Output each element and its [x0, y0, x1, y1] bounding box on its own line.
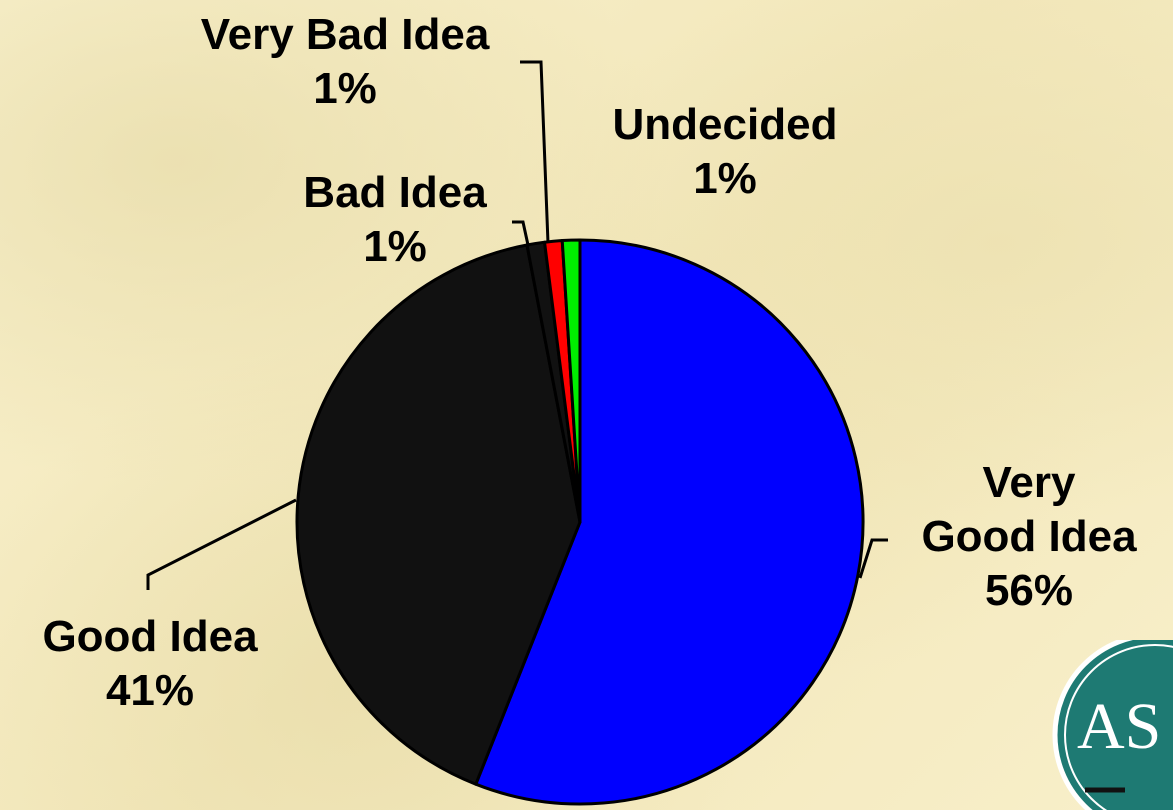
logo-text: AS — [1077, 690, 1161, 763]
label-undecided: Undecided 1% — [560, 98, 890, 206]
pie-slice-undecided — [560, 238, 582, 524]
label-very-bad-idea: Very Bad Idea 1% — [150, 8, 540, 116]
pie-slice-good-idea — [295, 243, 582, 786]
label-very-good-idea-line2: Good Idea — [921, 512, 1137, 561]
label-very-good-idea: Very Good Idea 56% — [885, 456, 1173, 618]
label-bad-idea-percent: 1% — [363, 222, 427, 271]
leader-line-very-bad — [520, 60, 550, 244]
logo-seal: AS — [1052, 640, 1173, 810]
leader-line-good — [146, 498, 297, 590]
label-good-idea: Good Idea 41% — [0, 610, 300, 718]
leader-line-bad — [512, 220, 530, 246]
pie-slice-very-good-idea — [474, 238, 865, 806]
label-good-idea-percent: 41% — [105, 666, 195, 715]
label-very-bad-idea-text: Very Bad Idea — [200, 10, 490, 59]
label-bad-idea: Bad Idea 1% — [260, 166, 530, 274]
label-very-good-idea-percent: 56% — [984, 566, 1074, 615]
label-very-good-idea-line1: Very — [982, 458, 1076, 507]
label-bad-idea-text: Bad Idea — [303, 168, 487, 217]
label-good-idea-text: Good Idea — [42, 612, 258, 661]
label-very-bad-idea-percent: 1% — [313, 64, 377, 113]
label-undecided-percent: 1% — [693, 154, 757, 203]
leader-line-very-good — [858, 538, 888, 579]
label-undecided-text: Undecided — [612, 100, 838, 149]
